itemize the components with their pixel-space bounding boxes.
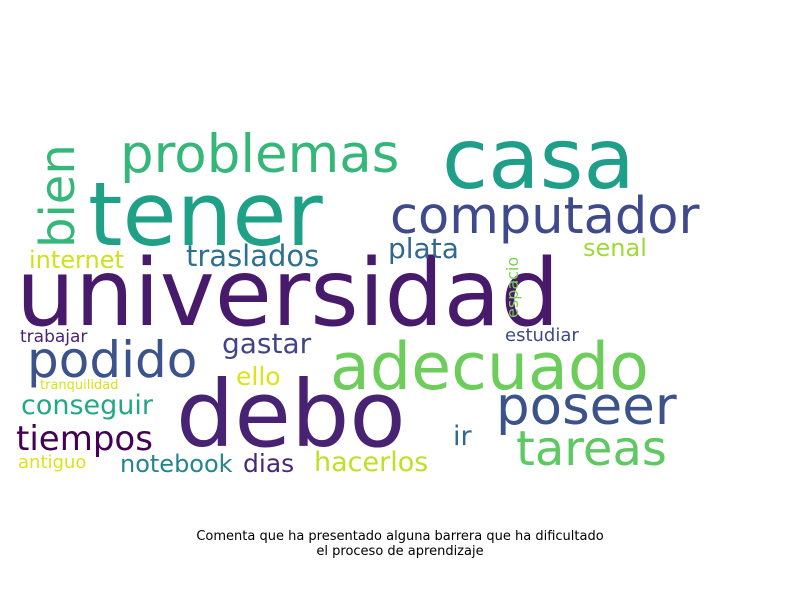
word-ello: ello — [236, 362, 281, 391]
word-podido: podido — [27, 331, 197, 389]
chart-caption: Comenta que ha presentado alguna barrera… — [0, 529, 800, 559]
word-poseer: poseer — [496, 376, 677, 437]
word-senal: senal — [583, 234, 647, 262]
word-conseguir: conseguir — [21, 390, 154, 421]
word-notebook: notebook — [120, 450, 233, 478]
word-debo: debo — [176, 361, 406, 468]
word-tener: tener — [88, 163, 324, 266]
word-tareas: tareas — [516, 421, 667, 477]
word-tiempos: tiempos — [16, 419, 153, 459]
word-gastar: gastar — [222, 327, 312, 360]
word-plata: plata — [388, 232, 459, 265]
word-computador: computador — [390, 187, 699, 246]
caption-line-1: Comenta que ha presentado alguna barrera… — [196, 529, 604, 544]
word-hacerlos: hacerlos — [314, 447, 428, 478]
word-universidad: universidad — [16, 239, 560, 347]
word-ir: ir — [453, 421, 473, 452]
word-trabajar: trabajar — [20, 327, 87, 347]
word-espacio: espacio — [503, 257, 522, 318]
word-adecuado: adecuado — [330, 330, 649, 405]
word-problemas: problemas — [120, 124, 399, 185]
word-tranquilidad: tranquilidad — [40, 378, 118, 393]
word-antiguo: antiguo — [18, 452, 86, 473]
word-dias: dias — [243, 449, 294, 478]
word-casa: casa — [442, 110, 635, 208]
word-estudiar: estudiar — [505, 325, 579, 346]
word-traslados: traslados — [186, 239, 319, 273]
caption-line-2: el proceso de aprendizaje — [316, 544, 484, 559]
word-bien: bien — [30, 144, 86, 248]
word-internet: internet — [29, 246, 124, 274]
